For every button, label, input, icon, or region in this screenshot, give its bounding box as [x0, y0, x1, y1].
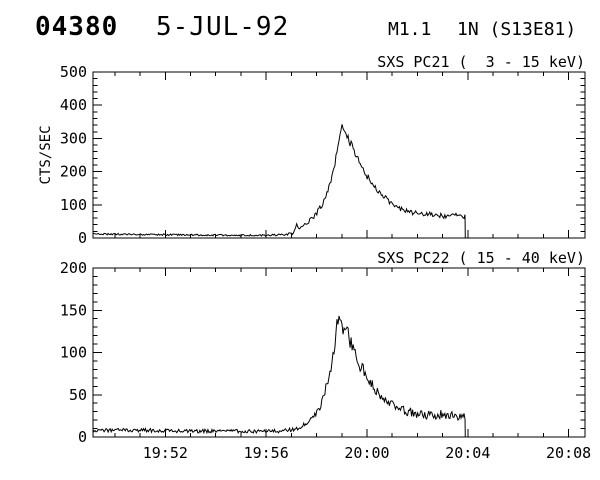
y-tick-label: 0 [78, 428, 87, 446]
y-tick-label: 500 [60, 63, 87, 81]
event-date: 5-JUL-92 [156, 12, 290, 42]
event-number: 04380 [35, 12, 119, 42]
y-tick-label: 200 [60, 163, 87, 181]
optical-class-location: 1N (S13E81) [457, 19, 577, 40]
x-tick-label: 19:56 [244, 444, 289, 462]
y-tick-label: 100 [60, 344, 87, 362]
pc22-plot-box [92, 267, 586, 438]
y-tick-label: 0 [78, 229, 87, 247]
x-tick-label: 19:52 [143, 444, 188, 462]
x-tick-label: 20:08 [546, 444, 591, 462]
y-tick-label: 50 [69, 386, 87, 404]
y-tick-label: 400 [60, 96, 87, 114]
x-tick-label: 20:00 [344, 444, 389, 462]
y-tick-label: 150 [60, 301, 87, 319]
pc21-plot-box [92, 71, 586, 239]
pc21-light-curve [92, 124, 466, 239]
y-tick-label: 200 [60, 259, 87, 277]
y-tick-label: 300 [60, 129, 87, 147]
pc22-light-curve [92, 315, 466, 438]
xray-class: M1.1 [388, 19, 432, 40]
pc22-panel-title: SXS PC22 ( 15 - 40 keV) [377, 249, 585, 267]
x-tick-label: 20:04 [445, 444, 490, 462]
pc22-panel: 0 50 100 150 200 19:52 19:56 20:00 20:04 20:08 [60, 259, 591, 462]
pc21-panel: 0 100 200 300 400 500 [60, 63, 586, 247]
y-tick-label: 100 [60, 196, 87, 214]
pc21-panel-title: SXS PC21 ( 3 - 15 keV) [377, 53, 585, 71]
